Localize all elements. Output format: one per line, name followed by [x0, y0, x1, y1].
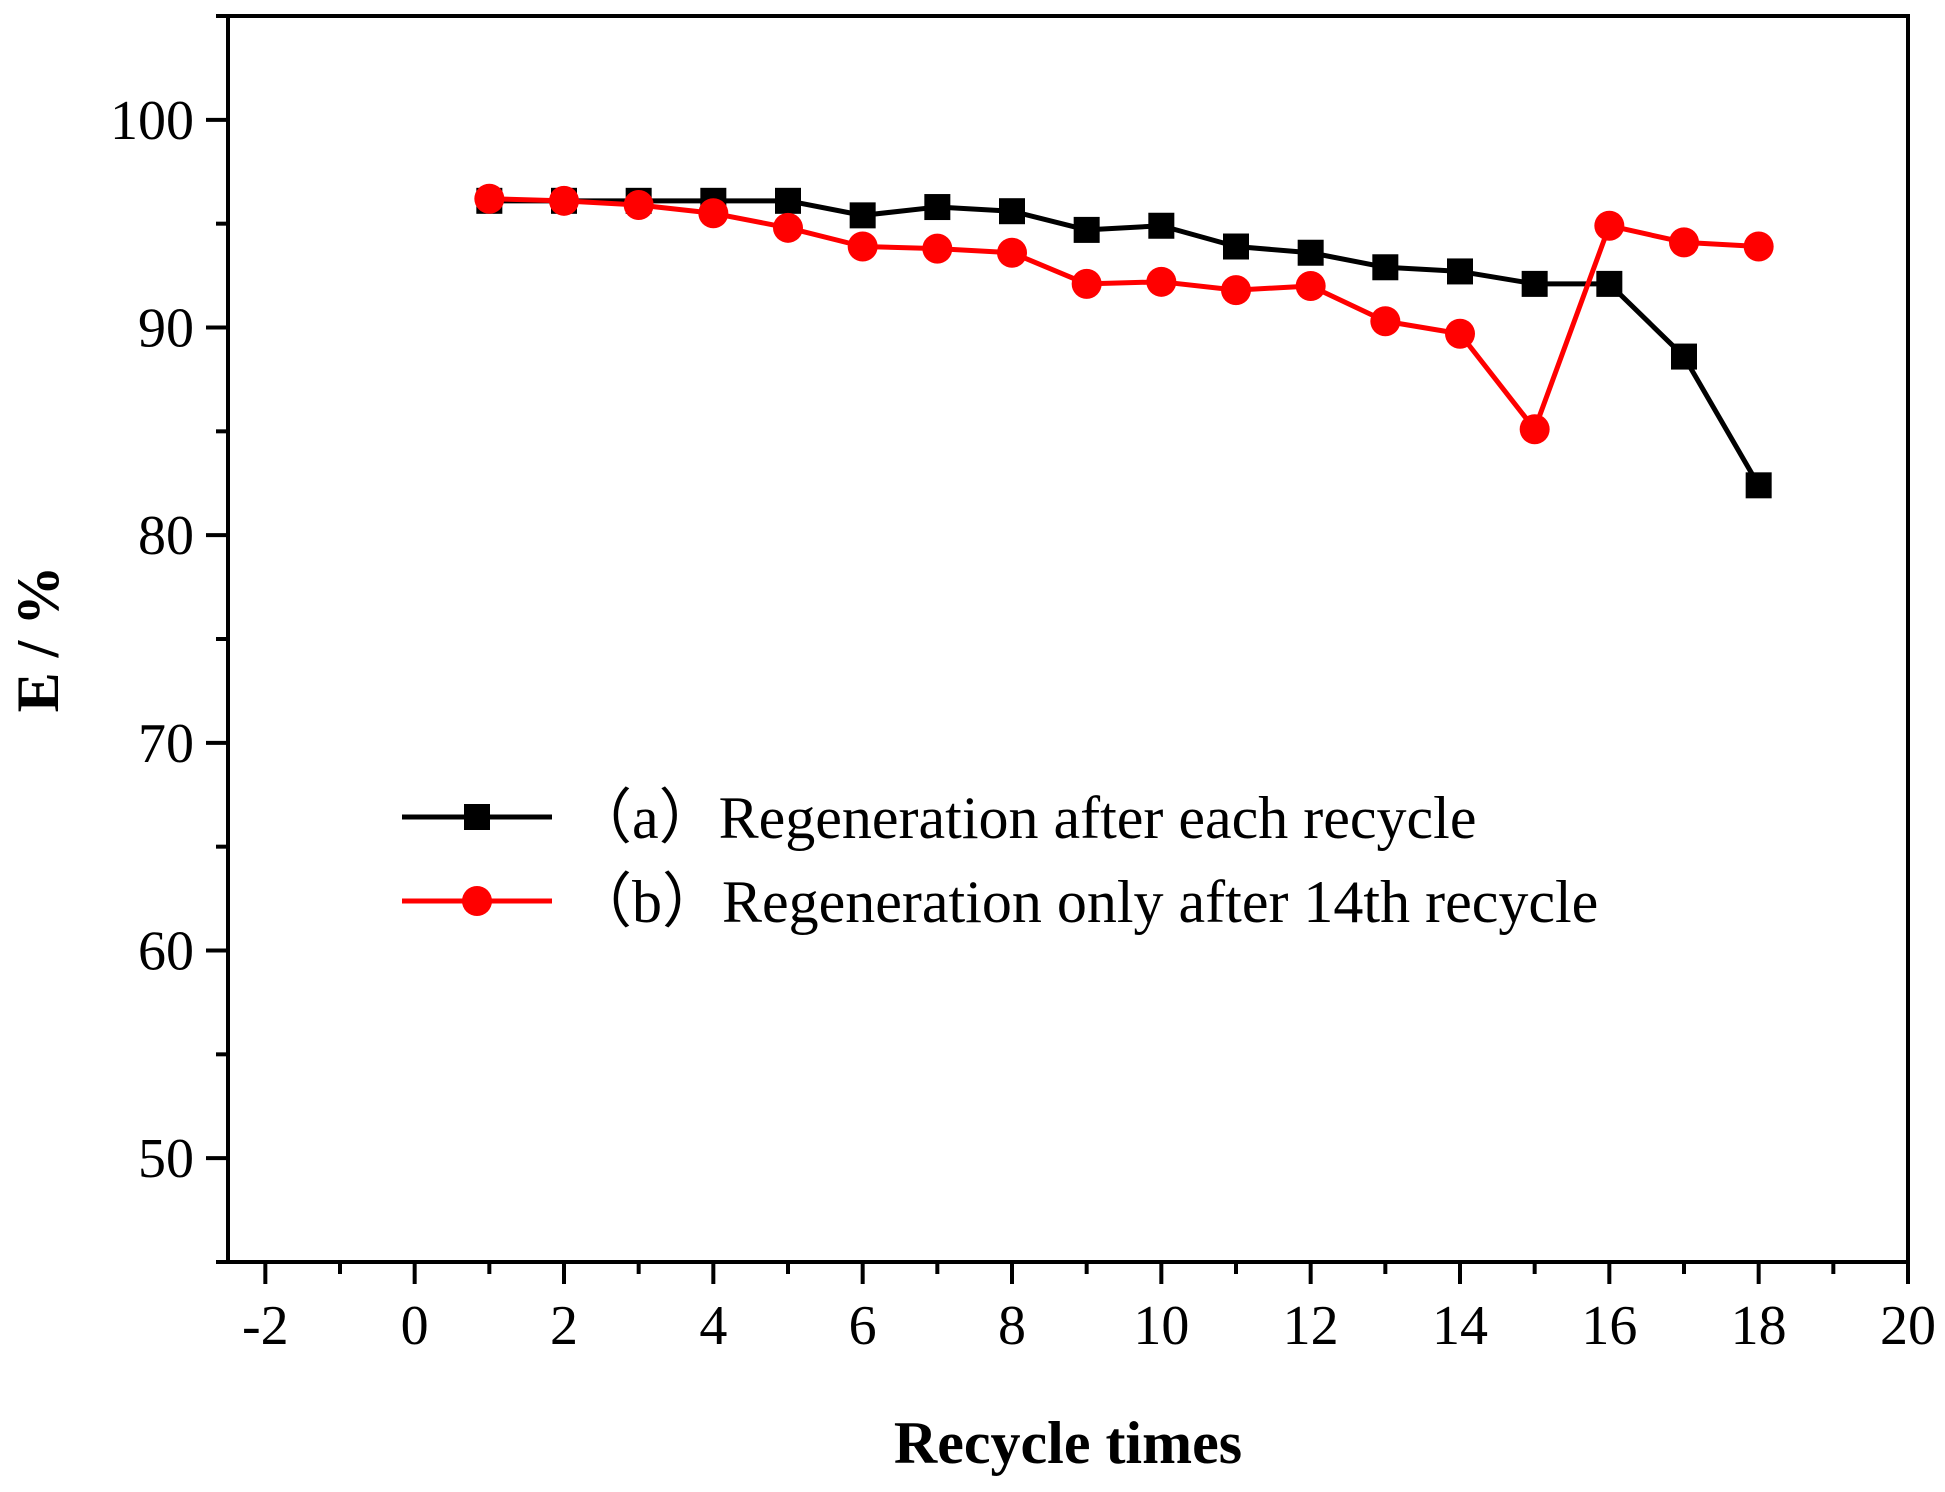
series-a-point: [1671, 343, 1697, 370]
series-b-point: [1071, 268, 1102, 299]
plot-content: [474, 183, 1774, 499]
series-a-point: [775, 187, 801, 214]
x-tick-label: 2: [550, 1295, 578, 1357]
series-a-point: [1447, 258, 1473, 285]
x-axis-title: Recycle times: [894, 1410, 1242, 1476]
x-tick-label: 16: [1581, 1295, 1637, 1357]
series-b-point: [773, 212, 803, 243]
legend-label-a: （a）Regeneration after each recycle: [572, 785, 1476, 851]
series-b-point: [922, 233, 953, 264]
x-tick-label: 8: [998, 1295, 1026, 1357]
series-b-point: [997, 237, 1027, 268]
y-tick-label: 90: [138, 298, 194, 360]
y-tick-label: 60: [138, 921, 194, 983]
series-b-point: [549, 185, 579, 216]
series-a-point: [999, 198, 1025, 225]
series-b-point: [1295, 270, 1326, 301]
y-tick-label: 70: [138, 713, 194, 775]
series-a-point: [1596, 270, 1623, 297]
x-tick-label: 4: [699, 1295, 727, 1357]
x-tick-label: 14: [1432, 1295, 1488, 1357]
x-axis: -2 0 2 4 6 8 10 12 14 16 18 20: [242, 1262, 1936, 1357]
x-tick-label: -2: [242, 1295, 289, 1357]
series-b-point: [847, 231, 878, 262]
series-b-point: [1743, 231, 1774, 262]
series-a-point: [1372, 254, 1399, 281]
x-tick-label: 6: [849, 1295, 877, 1357]
y-tick-label: 50: [138, 1128, 194, 1190]
series-a-point: [1148, 212, 1175, 239]
x-tick-label: 0: [401, 1295, 429, 1357]
x-tick-label: 10: [1133, 1295, 1189, 1357]
series-b-point: [698, 198, 729, 229]
y-tick-label: 100: [110, 90, 194, 152]
series-b-point: [1669, 227, 1699, 258]
legend: （a）Regeneration after each recycle （b）Reg…: [402, 785, 1598, 935]
legend-marker-a: [464, 804, 490, 830]
series-b-point: [1370, 306, 1401, 337]
series-a-point: [1745, 472, 1772, 499]
series-a-point: [1521, 270, 1548, 297]
series-b-point: [623, 189, 654, 220]
y-axis-title: E / %: [5, 566, 71, 713]
x-tick-label: 12: [1283, 1295, 1339, 1357]
series-b-point: [1519, 414, 1550, 445]
series-a-point: [849, 202, 876, 229]
series-b-point: [1445, 318, 1475, 349]
x-tick-label: 20: [1880, 1295, 1936, 1357]
legend-marker-b: [462, 886, 492, 916]
series-a-point: [924, 194, 951, 221]
y-axis: 50 60 70 80 90 100: [110, 14, 228, 1264]
series-b-line: [489, 196, 1759, 432]
y-tick-label: 80: [138, 505, 194, 567]
series-b-point: [1221, 275, 1251, 306]
x-tick-label: 18: [1731, 1295, 1787, 1357]
series-a-point: [1297, 239, 1324, 266]
series-a-point: [1073, 216, 1100, 243]
series-a-point: [1223, 233, 1249, 260]
series-b-point: [474, 183, 505, 214]
series-b-point: [1594, 210, 1625, 241]
legend-label-b: （b）Regeneration only after 14th recycle: [572, 869, 1598, 935]
series-b-point: [1146, 266, 1177, 297]
